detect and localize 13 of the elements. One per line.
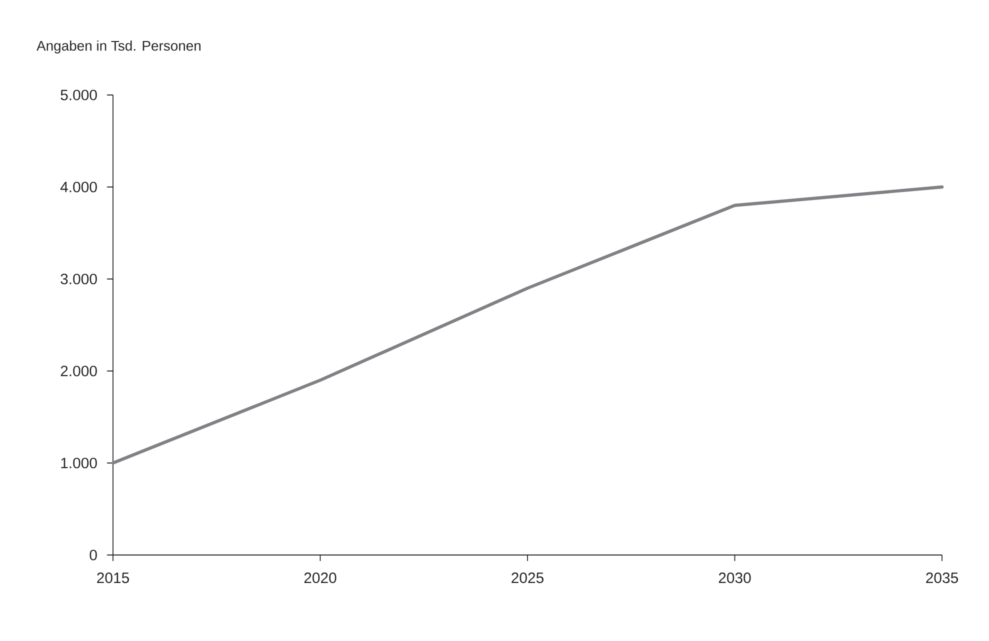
y-tick-label: 5.000 [60,90,97,100]
line-series [111,185,944,465]
x-tick-label: 2035 [926,572,958,584]
y-tick-label: 4.000 [60,182,97,192]
y-tick-label: 1.000 [61,458,97,468]
y-tick-label: 3.000 [60,274,97,284]
x-tick-label: 2030 [718,572,751,584]
y-tick-label: 0 [90,550,97,560]
y-axis-title: Angaben in Tsd. Personen [36,40,200,54]
y-tick-label: 2.000 [60,366,97,376]
x-tick-label: 2015 [97,572,129,584]
x-tick-label: 2020 [304,572,336,584]
x-tick-label: 2025 [512,572,544,584]
